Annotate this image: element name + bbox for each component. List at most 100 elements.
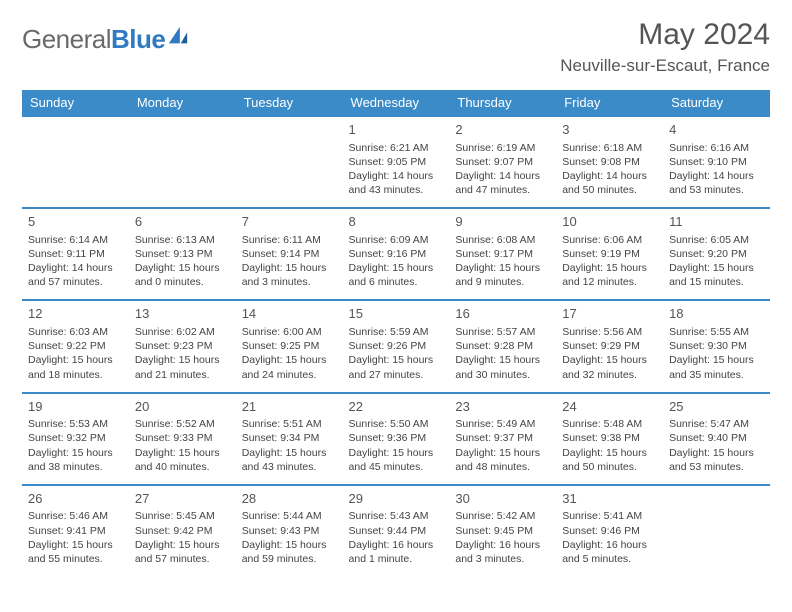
daylight-text: Daylight: 16 hours and 3 minutes. — [455, 538, 550, 566]
sunset-text: Sunset: 9:13 PM — [135, 247, 230, 261]
sunset-text: Sunset: 9:22 PM — [28, 339, 123, 353]
day-number: 17 — [562, 305, 657, 323]
calendar-day-cell: 24Sunrise: 5:48 AMSunset: 9:38 PMDayligh… — [556, 393, 663, 485]
calendar-day-cell: 13Sunrise: 6:02 AMSunset: 9:23 PMDayligh… — [129, 300, 236, 392]
calendar-day-cell: 22Sunrise: 5:50 AMSunset: 9:36 PMDayligh… — [343, 393, 450, 485]
sunrise-text: Sunrise: 6:09 AM — [349, 233, 444, 247]
day-number: 2 — [455, 121, 550, 139]
sunset-text: Sunset: 9:26 PM — [349, 339, 444, 353]
day-number: 23 — [455, 398, 550, 416]
calendar-day-cell: 14Sunrise: 6:00 AMSunset: 9:25 PMDayligh… — [236, 300, 343, 392]
daylight-text: Daylight: 15 hours and 12 minutes. — [562, 261, 657, 289]
sunrise-text: Sunrise: 6:18 AM — [562, 141, 657, 155]
sunset-text: Sunset: 9:08 PM — [562, 155, 657, 169]
sunset-text: Sunset: 9:42 PM — [135, 524, 230, 538]
daylight-text: Daylight: 14 hours and 47 minutes. — [455, 169, 550, 197]
calendar-day-cell: 3Sunrise: 6:18 AMSunset: 9:08 PMDaylight… — [556, 116, 663, 208]
sunset-text: Sunset: 9:05 PM — [349, 155, 444, 169]
day-number: 6 — [135, 213, 230, 231]
calendar-week-row: 1Sunrise: 6:21 AMSunset: 9:05 PMDaylight… — [22, 116, 770, 208]
calendar-day-cell: 10 Sunrise: 6:06 AMSunset: 9:19 PMDayligh… — [556, 208, 663, 300]
calendar-day-cell: 17Sunrise: 5:56 AMSunset: 9:29 PMDayligh… — [556, 300, 663, 392]
day-number: 16 — [455, 305, 550, 323]
weekday-header: Saturday — [663, 90, 770, 116]
sunrise-text: Sunrise: 5:45 AM — [135, 509, 230, 523]
daylight-text: Daylight: 16 hours and 1 minute. — [349, 538, 444, 566]
weekday-header: Thursday — [449, 90, 556, 116]
weekday-header: Tuesday — [236, 90, 343, 116]
sunrise-text: Sunrise: 6:00 AM — [242, 325, 337, 339]
calendar-day-cell: 6Sunrise: 6:13 AMSunset: 9:13 PMDaylight… — [129, 208, 236, 300]
brand-text: GeneralBlue — [22, 24, 165, 55]
calendar-day-cell: 31Sunrise: 5:41 AMSunset: 9:46 PMDayligh… — [556, 485, 663, 576]
daylight-text: Daylight: 15 hours and 50 minutes. — [562, 446, 657, 474]
calendar-week-row: 19Sunrise: 5:53 AMSunset: 9:32 PMDayligh… — [22, 393, 770, 485]
calendar-day-cell: 1Sunrise: 6:21 AMSunset: 9:05 PMDaylight… — [343, 116, 450, 208]
day-number: 22 — [349, 398, 444, 416]
weekday-header: Wednesday — [343, 90, 450, 116]
daylight-text: Daylight: 15 hours and 38 minutes. — [28, 446, 123, 474]
calendar-day-cell: 9Sunrise: 6:08 AMSunset: 9:17 PMDaylight… — [449, 208, 556, 300]
day-number: 4 — [669, 121, 764, 139]
daylight-text: Daylight: 15 hours and 43 minutes. — [242, 446, 337, 474]
day-number: 24 — [562, 398, 657, 416]
day-number: 10 — [562, 213, 657, 231]
sunrise-text: Sunrise: 5:49 AM — [455, 417, 550, 431]
calendar-day-cell: 25Sunrise: 5:47 AMSunset: 9:40 PMDayligh… — [663, 393, 770, 485]
title-block: May 2024 Neuville-sur-Escaut, France — [560, 18, 770, 76]
day-number: 27 — [135, 490, 230, 508]
sunset-text: Sunset: 9:20 PM — [669, 247, 764, 261]
daylight-text: Daylight: 14 hours and 43 minutes. — [349, 169, 444, 197]
daylight-text: Daylight: 15 hours and 15 minutes. — [669, 261, 764, 289]
calendar-day-cell: 16Sunrise: 5:57 AMSunset: 9:28 PMDayligh… — [449, 300, 556, 392]
header: GeneralBlue May 2024 Neuville-sur-Escaut… — [22, 18, 770, 76]
calendar-day-cell: 4Sunrise: 6:16 AMSunset: 9:10 PMDaylight… — [663, 116, 770, 208]
day-number: 30 — [455, 490, 550, 508]
calendar-day-cell: 7Sunrise: 6:11 AMSunset: 9:14 PMDaylight… — [236, 208, 343, 300]
calendar-day-cell: 29Sunrise: 5:43 AMSunset: 9:44 PMDayligh… — [343, 485, 450, 576]
day-number: 21 — [242, 398, 337, 416]
daylight-text: Daylight: 15 hours and 59 minutes. — [242, 538, 337, 566]
calendar-day-cell — [22, 116, 129, 208]
sunrise-text: Sunrise: 6:19 AM — [455, 141, 550, 155]
day-number: 29 — [349, 490, 444, 508]
weekday-header: Monday — [129, 90, 236, 116]
sunrise-text: Sunrise: 5:55 AM — [669, 325, 764, 339]
weekday-header: Friday — [556, 90, 663, 116]
day-number: 19 — [28, 398, 123, 416]
day-number: 20 — [135, 398, 230, 416]
brand-part1: General — [22, 24, 111, 54]
sunrise-text: Sunrise: 5:51 AM — [242, 417, 337, 431]
sunrise-text: Sunrise: 5:53 AM — [28, 417, 123, 431]
sunset-text: Sunset: 9:25 PM — [242, 339, 337, 353]
sunset-text: Sunset: 9:37 PM — [455, 431, 550, 445]
sunset-text: Sunset: 9:41 PM — [28, 524, 123, 538]
daylight-text: Daylight: 15 hours and 45 minutes. — [349, 446, 444, 474]
daylight-text: Daylight: 15 hours and 30 minutes. — [455, 353, 550, 381]
day-number: 13 — [135, 305, 230, 323]
sunrise-text: Sunrise: 6:06 AM — [562, 233, 657, 247]
sunrise-text: Sunrise: 6:08 AM — [455, 233, 550, 247]
day-number: 8 — [349, 213, 444, 231]
daylight-text: Daylight: 14 hours and 57 minutes. — [28, 261, 123, 289]
sunrise-text: Sunrise: 6:05 AM — [669, 233, 764, 247]
calendar-week-row: 26Sunrise: 5:46 AMSunset: 9:41 PMDayligh… — [22, 485, 770, 576]
day-number: 15 — [349, 305, 444, 323]
calendar-table: SundayMondayTuesdayWednesdayThursdayFrid… — [22, 90, 770, 576]
sunset-text: Sunset: 9:16 PM — [349, 247, 444, 261]
daylight-text: Daylight: 15 hours and 57 minutes. — [135, 538, 230, 566]
day-number: 7 — [242, 213, 337, 231]
sunrise-text: Sunrise: 6:13 AM — [135, 233, 230, 247]
calendar-day-cell: 27Sunrise: 5:45 AMSunset: 9:42 PMDayligh… — [129, 485, 236, 576]
daylight-text: Daylight: 15 hours and 32 minutes. — [562, 353, 657, 381]
daylight-text: Daylight: 15 hours and 48 minutes. — [455, 446, 550, 474]
sunrise-text: Sunrise: 6:16 AM — [669, 141, 764, 155]
day-number: 31 — [562, 490, 657, 508]
daylight-text: Daylight: 15 hours and 9 minutes. — [455, 261, 550, 289]
sunrise-text: Sunrise: 5:56 AM — [562, 325, 657, 339]
sunrise-text: Sunrise: 6:03 AM — [28, 325, 123, 339]
day-number: 25 — [669, 398, 764, 416]
daylight-text: Daylight: 15 hours and 35 minutes. — [669, 353, 764, 381]
sunrise-text: Sunrise: 6:21 AM — [349, 141, 444, 155]
sunset-text: Sunset: 9:19 PM — [562, 247, 657, 261]
